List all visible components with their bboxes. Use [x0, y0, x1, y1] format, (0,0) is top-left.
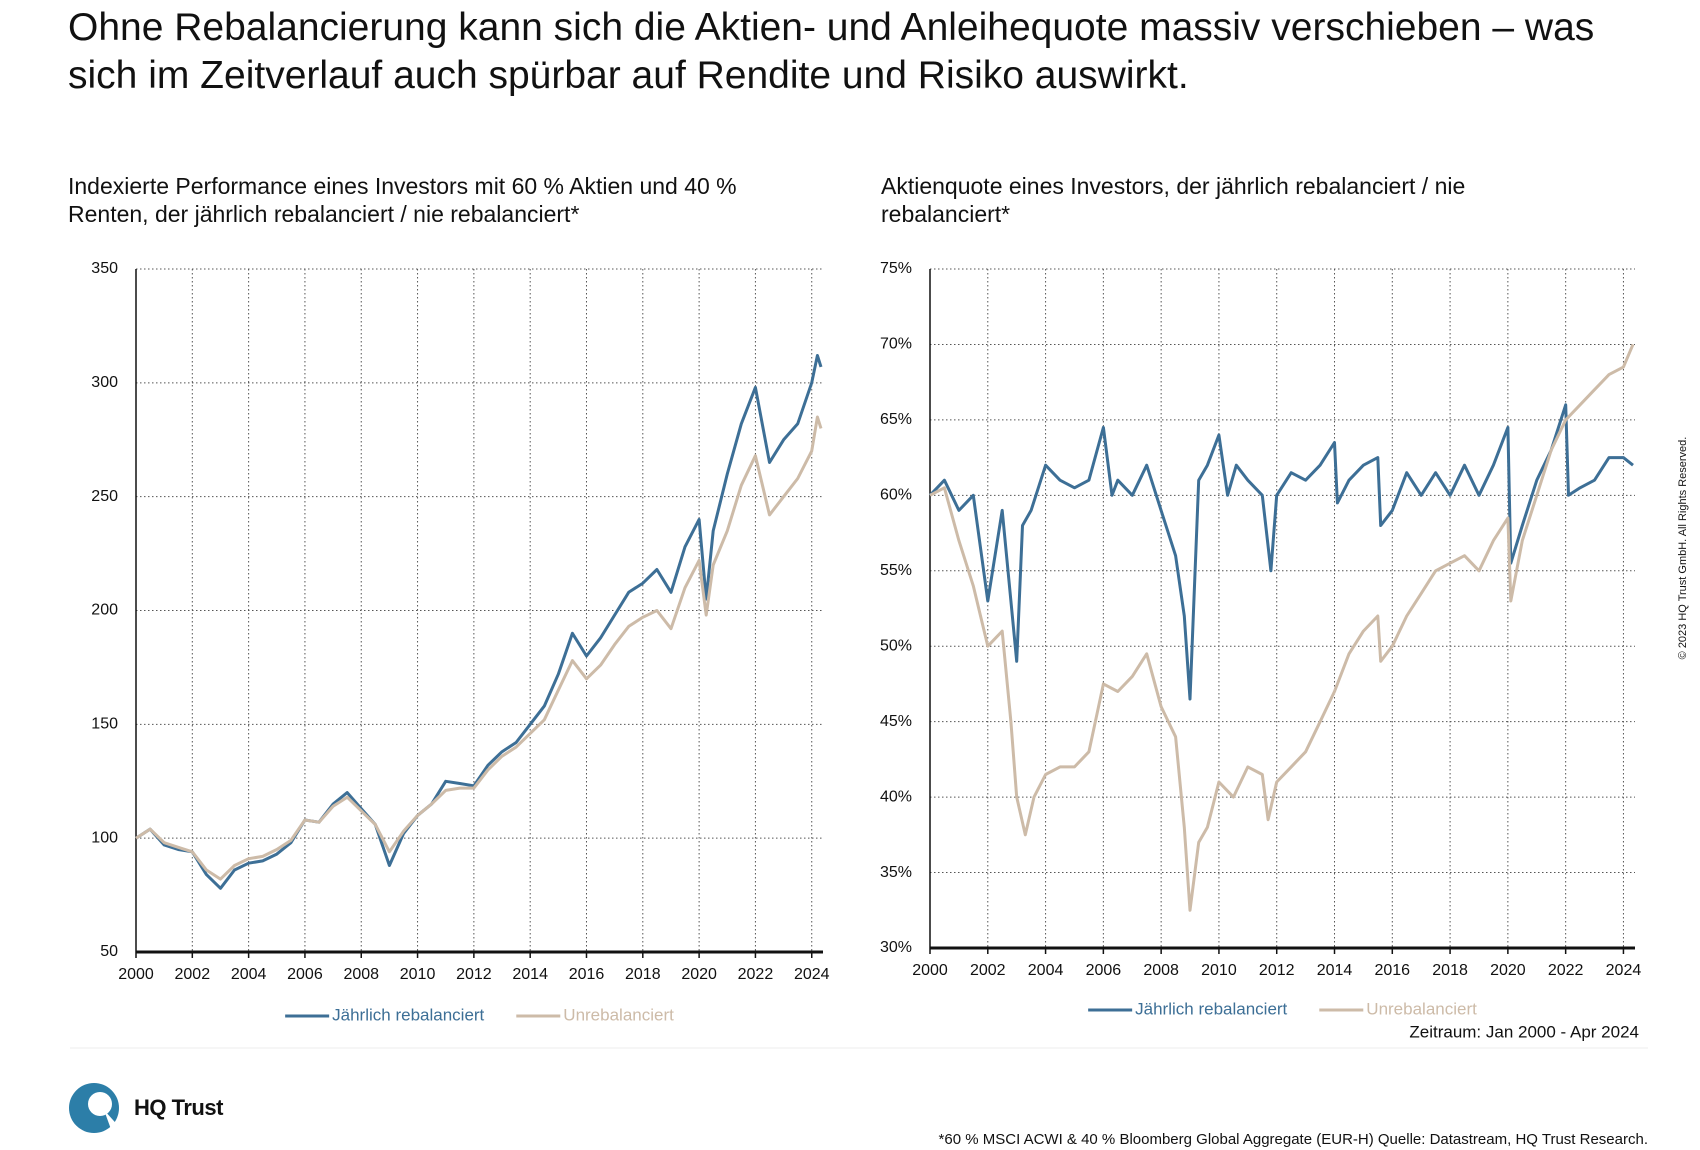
legend: Jährlich rebalanciert Unrebalanciert: [285, 1005, 674, 1024]
footnote: *60 % MSCI ACWI & 40 % Bloomberg Global …: [939, 1131, 1648, 1148]
y-tick-label: 50%: [880, 637, 912, 654]
x-tick-label: 2012: [456, 966, 492, 983]
x-tick-label: 2010: [400, 966, 436, 983]
legend-label: Jährlich rebalanciert: [1135, 999, 1287, 1018]
x-tick-label: 2000: [912, 962, 948, 979]
y-tick-label: 30%: [880, 939, 912, 956]
y-tick-label: 65%: [880, 411, 912, 428]
x-tick-label: 2022: [1548, 962, 1584, 979]
x-tick-label: 2024: [1606, 962, 1642, 979]
logo-mark: [69, 1083, 122, 1133]
x-tick-label: 2002: [175, 966, 211, 983]
data-line: [929, 343, 1635, 912]
x-tick-label: 2014: [1317, 962, 1353, 979]
legend: Jährlich rebalanciert Unrebalanciert: [1088, 999, 1477, 1018]
x-tick-label: 2018: [1432, 962, 1468, 979]
legend-label: Jährlich rebalanciert: [332, 1005, 484, 1024]
page-title: Ohne Rebalancierung kann sich die Aktien…: [68, 6, 1595, 97]
data-line: [135, 354, 823, 890]
legend-label: Unrebalanciert: [563, 1005, 674, 1024]
y-tick-label: 40%: [880, 788, 912, 805]
y-tick-label: 50: [100, 943, 118, 960]
x-tick-label: 2004: [1028, 962, 1064, 979]
x-tick-label: 2012: [1259, 962, 1295, 979]
x-tick-label: 2014: [512, 966, 548, 983]
logo-text: HQ Trust: [134, 1095, 224, 1120]
y-tick-label: 350: [91, 260, 118, 277]
x-tick-label: 2006: [1086, 962, 1122, 979]
y-tick-label: 55%: [880, 562, 912, 579]
x-tick-label: 2008: [1143, 962, 1179, 979]
x-tick-label: 2016: [1374, 962, 1410, 979]
period-note: Zeitraum: Jan 2000 - Apr 2024: [1409, 1022, 1639, 1041]
data-line: [928, 403, 1634, 701]
x-tick-label: 2016: [569, 966, 605, 983]
y-tick-label: 300: [91, 374, 118, 391]
y-tick-label: 35%: [880, 864, 912, 881]
chart-title: Aktienquote eines Investors, der jährlic…: [881, 173, 1466, 227]
y-tick-label: 45%: [880, 713, 912, 730]
x-tick-label: 2000: [118, 966, 154, 983]
y-tick-label: 150: [91, 716, 118, 733]
x-tick-label: 2006: [287, 966, 323, 983]
x-tick-label: 2002: [970, 962, 1006, 979]
x-tick-label: 2008: [343, 966, 379, 983]
y-tick-label: 75%: [880, 260, 912, 277]
y-tick-label: 250: [91, 488, 118, 505]
x-tick-label: 2020: [681, 966, 717, 983]
x-tick-label: 2018: [625, 966, 661, 983]
x-tick-label: 2010: [1201, 962, 1237, 979]
x-tick-label: 2004: [231, 966, 267, 983]
y-tick-label: 100: [91, 829, 118, 846]
legend-label: Unrebalanciert: [1366, 999, 1477, 1018]
copyright: © 2023 HQ Trust GmbH. All Rights Reserve…: [1677, 437, 1689, 660]
data-line: [135, 415, 823, 881]
chart-title: Indexierte Performance eines Investors m…: [68, 173, 737, 227]
x-tick-label: 2022: [738, 966, 774, 983]
y-tick-label: 200: [91, 602, 118, 619]
y-tick-label: 70%: [880, 336, 912, 353]
x-tick-label: 2020: [1490, 962, 1526, 979]
x-tick-label: 2024: [794, 966, 830, 983]
y-tick-label: 60%: [880, 487, 912, 504]
